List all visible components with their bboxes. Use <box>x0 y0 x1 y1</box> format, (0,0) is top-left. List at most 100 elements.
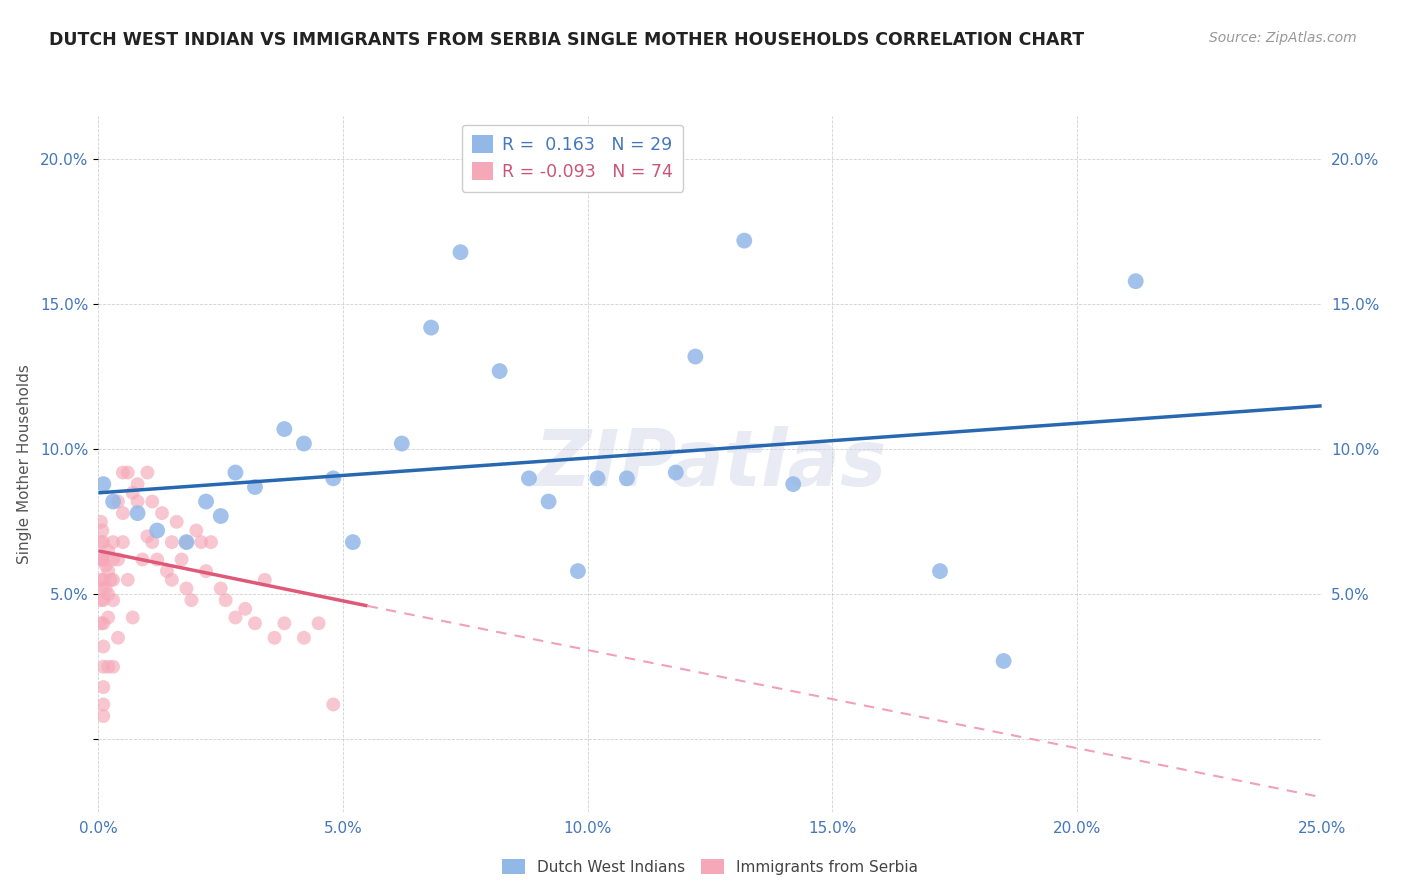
Point <box>94 582 117 596</box>
Text: DUTCH WEST INDIAN VS IMMIGRANTS FROM SERBIA SINGLE MOTHER HOUSEHOLDS CORRELATION: DUTCH WEST INDIAN VS IMMIGRANTS FROM SER… <box>49 31 1084 49</box>
Point <box>263 631 285 645</box>
Point <box>685 350 707 364</box>
Point <box>209 508 232 523</box>
Point <box>91 680 114 694</box>
Point <box>91 552 114 566</box>
Point <box>107 494 129 508</box>
Point <box>91 616 114 631</box>
Point <box>111 466 134 480</box>
Point <box>450 245 472 260</box>
Point <box>537 494 560 508</box>
Point <box>90 515 112 529</box>
Point <box>91 593 114 607</box>
Point <box>733 234 755 248</box>
Point <box>97 660 120 674</box>
Point <box>586 471 609 485</box>
Point <box>782 477 804 491</box>
Point <box>160 573 183 587</box>
Point <box>150 506 173 520</box>
Point <box>127 506 149 520</box>
Point <box>127 477 149 491</box>
Point <box>180 593 202 607</box>
Point <box>214 593 236 607</box>
Point <box>101 660 124 674</box>
Point <box>91 660 114 674</box>
Point <box>170 552 193 566</box>
Point <box>90 552 112 566</box>
Point <box>111 506 134 520</box>
Point <box>156 564 179 578</box>
Point <box>665 466 688 480</box>
Point <box>127 494 149 508</box>
Point <box>616 471 638 485</box>
Point <box>91 698 114 712</box>
Point <box>224 466 246 480</box>
Point <box>322 471 344 485</box>
Point <box>391 436 413 450</box>
Point <box>101 535 124 549</box>
Point <box>141 494 163 508</box>
Point <box>101 494 124 508</box>
Legend: Dutch West Indians, Immigrants from Serbia: Dutch West Indians, Immigrants from Serb… <box>496 853 924 880</box>
Point <box>209 582 232 596</box>
Point <box>292 436 315 450</box>
Point <box>141 535 163 549</box>
Point <box>91 477 114 491</box>
Point <box>322 698 344 712</box>
Point <box>90 535 112 549</box>
Point <box>146 552 169 566</box>
Point <box>136 466 159 480</box>
Point <box>91 524 114 538</box>
Point <box>146 524 169 538</box>
Point <box>273 616 295 631</box>
Point <box>101 593 124 607</box>
Point <box>97 610 120 624</box>
Point <box>186 524 208 538</box>
Point <box>567 564 589 578</box>
Y-axis label: Single Mother Households: Single Mother Households <box>17 364 32 564</box>
Point <box>243 616 266 631</box>
Point <box>94 558 117 573</box>
Point <box>97 543 120 558</box>
Point <box>97 587 120 601</box>
Point <box>107 631 129 645</box>
Point <box>90 593 112 607</box>
Point <box>136 529 159 543</box>
Point <box>90 573 112 587</box>
Point <box>91 552 114 566</box>
Point <box>253 573 276 587</box>
Point <box>166 515 188 529</box>
Point <box>101 573 124 587</box>
Point <box>117 466 139 480</box>
Point <box>176 535 198 549</box>
Point <box>488 364 510 378</box>
Point <box>121 485 143 500</box>
Point <box>101 552 124 566</box>
Point <box>117 573 139 587</box>
Point <box>200 535 222 549</box>
Point <box>91 573 114 587</box>
Point <box>929 564 952 578</box>
Point <box>111 535 134 549</box>
Point <box>195 564 218 578</box>
Point <box>517 471 540 485</box>
Point <box>100 573 122 587</box>
Point <box>243 480 266 494</box>
Point <box>292 631 315 645</box>
Point <box>107 552 129 566</box>
Point <box>233 602 256 616</box>
Point <box>342 535 364 549</box>
Point <box>195 494 218 508</box>
Point <box>91 640 114 654</box>
Point <box>993 654 1015 668</box>
Point <box>160 535 183 549</box>
Point <box>420 320 443 334</box>
Point <box>90 616 112 631</box>
Point <box>131 552 153 566</box>
Point <box>176 582 198 596</box>
Point <box>91 535 114 549</box>
Point <box>273 422 295 436</box>
Point <box>190 535 212 549</box>
Point <box>224 610 246 624</box>
Point <box>121 610 143 624</box>
